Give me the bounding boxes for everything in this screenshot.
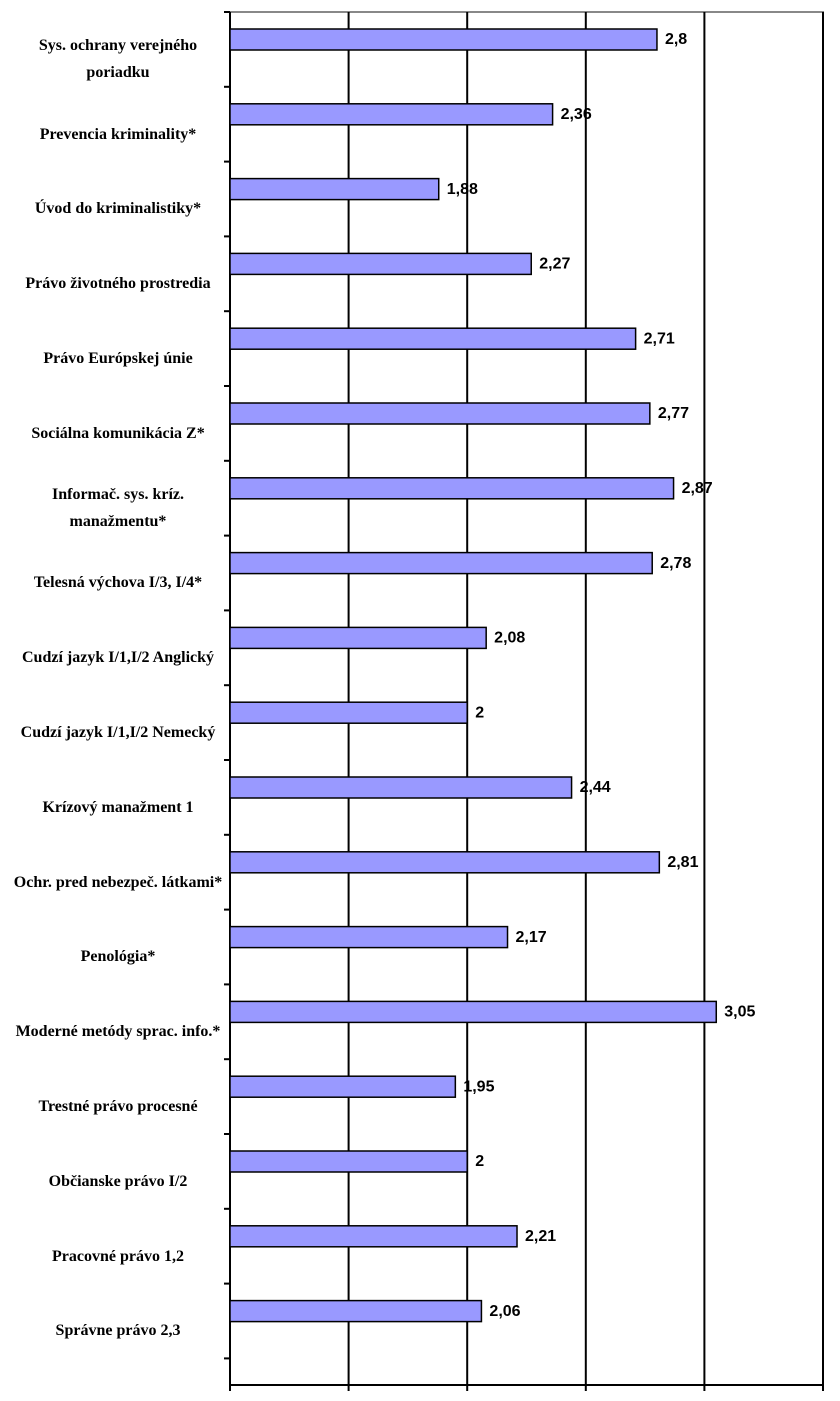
category-label: Penológia* — [80, 948, 156, 966]
bar — [229, 1225, 518, 1248]
bar — [229, 327, 637, 350]
category-label: Úvod do kriminalistiky* — [34, 200, 202, 218]
bar — [229, 851, 661, 874]
category-label: Moderné metódy sprac. info.* — [15, 1023, 221, 1041]
bar — [229, 925, 509, 949]
category-label: Cudzí jazyk I/1,I/2 Anglický — [21, 649, 215, 667]
category-label: Krízový manažment 1 — [42, 798, 194, 816]
bar — [229, 626, 487, 650]
category-label: Právo Európskej únie — [43, 350, 193, 368]
category-label: Správne právo 2,3 — [55, 1322, 181, 1340]
category-label: Trestné právo procesné — [38, 1098, 198, 1116]
plot-border — [229, 11, 824, 1386]
bar — [229, 1299, 483, 1323]
value-label: 2,78 — [660, 555, 691, 572]
value-label: 2 — [475, 704, 484, 721]
category-label: Pracovné právo 1,2 — [52, 1247, 184, 1265]
value-label: 2,81 — [667, 854, 698, 871]
bar — [229, 28, 658, 51]
value-label: 2,77 — [658, 405, 689, 422]
category-label: Prevencia kriminality* — [39, 125, 197, 143]
value-label: 1,88 — [447, 181, 478, 198]
bar — [229, 402, 651, 425]
category-label: Cudzí jazyk I/1,I/2 Nemecký — [20, 724, 216, 742]
value-label: 1,95 — [463, 1078, 494, 1095]
bar — [229, 1000, 718, 1024]
bar — [229, 1150, 468, 1173]
value-label: 2,17 — [516, 929, 547, 946]
category-label: Telesná výchova I/3, I/4* — [33, 574, 203, 592]
category-label: Sys. ochrany verejného poriadku — [38, 37, 198, 82]
value-label: 2,27 — [539, 256, 570, 273]
category-label: Ochr. pred nebezpeč. látkami* — [13, 873, 223, 891]
value-label: 3,05 — [724, 1004, 755, 1021]
value-label: 2,87 — [682, 480, 713, 497]
value-label: 2 — [475, 1153, 484, 1170]
bar — [229, 103, 554, 126]
value-label: 2,8 — [665, 31, 687, 48]
bar — [229, 551, 653, 575]
value-label: 2,71 — [644, 330, 675, 347]
value-label: 2,44 — [580, 779, 611, 796]
category-label: Právo životného prostredia — [25, 275, 211, 293]
value-label: 2,36 — [561, 106, 592, 123]
value-label: 2,21 — [525, 1228, 556, 1245]
value-label: 2,08 — [494, 630, 525, 647]
bar — [229, 177, 440, 201]
bar — [229, 1075, 457, 1098]
bar — [229, 477, 675, 500]
category-label: Informač. sys. kríz. manažmentu* — [52, 486, 184, 531]
bar — [229, 252, 532, 276]
category-label: Občianske právo I/2 — [48, 1172, 188, 1190]
bar — [229, 701, 468, 724]
bar — [229, 776, 573, 799]
category-label: Sociálna komunikácia Z* — [31, 424, 205, 442]
value-label: 2,06 — [489, 1303, 520, 1320]
